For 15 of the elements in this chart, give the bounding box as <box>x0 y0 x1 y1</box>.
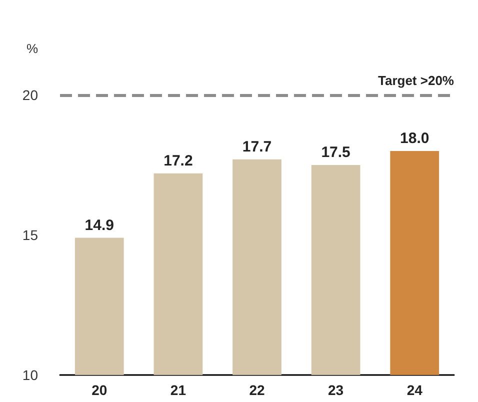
data-label: 18.0 <box>400 130 430 147</box>
data-label: 17.7 <box>242 138 272 156</box>
x-tick-label: 22 <box>249 382 265 398</box>
y-tick-label: 20 <box>22 87 38 103</box>
x-tick-label: 23 <box>328 382 344 398</box>
ref-line-label: Target >20% <box>378 73 454 88</box>
data-label: 14.9 <box>84 216 114 234</box>
data-label: 17.2 <box>164 152 193 170</box>
x-tick-label: 21 <box>170 382 186 398</box>
data-label: 17.5 <box>321 144 350 161</box>
y-tick-label: 10 <box>22 367 38 383</box>
x-tick-label: 20 <box>92 382 108 398</box>
y-axis-title: % <box>26 41 38 56</box>
y-tick-label: 15 <box>22 227 38 243</box>
x-tick-label: 24 <box>406 382 423 398</box>
